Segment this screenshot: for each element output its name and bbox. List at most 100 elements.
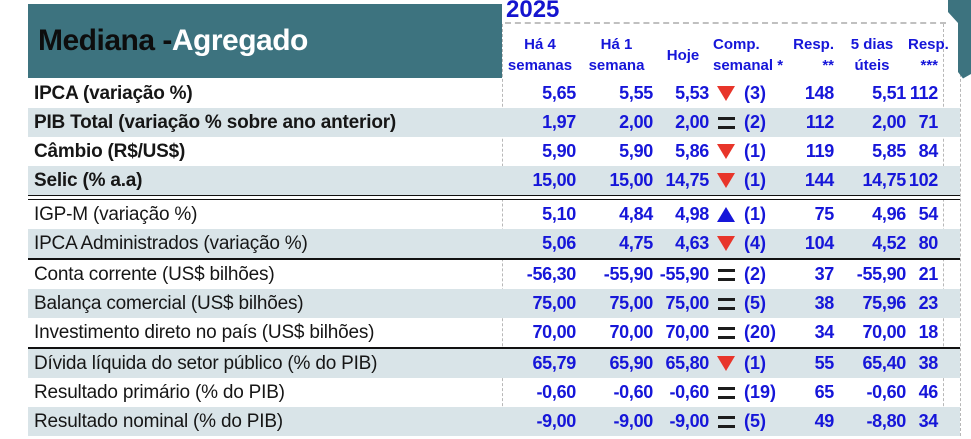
cell-weekly-comparison: (5) <box>744 293 766 313</box>
cell-respondents-5d: 34 <box>918 411 939 431</box>
cell-respondents: 65 <box>814 382 835 402</box>
cell-5-business-days: 5,85 <box>872 141 906 161</box>
cell-1-week: -0,60 <box>613 382 653 402</box>
cell-respondents: 55 <box>814 353 835 373</box>
cell-4-weeks: 70,00 <box>532 322 576 342</box>
trend-down-icon <box>717 144 735 159</box>
cell-respondents: 148 <box>804 83 834 103</box>
cell-today: -9,00 <box>669 411 709 431</box>
cell-respondents-5d: 38 <box>918 353 939 373</box>
cell-4-weeks: -0,60 <box>536 382 576 402</box>
table-row: IPCA Administrados (variação %) 5,06 4,7… <box>28 229 960 258</box>
cell-respondents: 104 <box>804 233 834 253</box>
cell-5-business-days: 70,00 <box>862 322 906 342</box>
cell-4-weeks: -56,30 <box>526 264 577 284</box>
cell-5-business-days: -8,80 <box>866 411 906 431</box>
row-label: Balança comercial (US$ bilhões) <box>34 292 304 314</box>
table-row: Câmbio (R$/US$) 5,90 5,90 5,86 (1) 119 5… <box>28 137 960 166</box>
cell-1-week: 75,00 <box>609 293 653 313</box>
cell-respondents-5d: 84 <box>918 141 939 161</box>
cell-today: 70,00 <box>665 322 709 342</box>
cell-weekly-comparison: (1) <box>744 170 766 190</box>
cell-1-week: 65,90 <box>609 353 653 373</box>
cell-4-weeks: 5,10 <box>542 204 576 224</box>
col-header-4-weeks-ago: Há 4 semanas <box>507 35 573 75</box>
table-row: Balança comercial (US$ bilhões) 75,00 75… <box>28 289 960 318</box>
cell-respondents: 34 <box>814 322 835 342</box>
cell-5-business-days: 2,00 <box>872 112 906 132</box>
cell-1-week: 5,55 <box>619 83 653 103</box>
cell-weekly-comparison: (20) <box>744 322 777 342</box>
table-row: Investimento direto no país (US$ bilhões… <box>28 318 960 347</box>
cell-respondents-5d: 18 <box>918 322 939 342</box>
table-body: IPCA (variação %) 5,65 5,55 5,53 (3) 148… <box>28 79 960 436</box>
title-band: Mediana - Agregado <box>28 4 502 78</box>
trend-down-icon <box>717 86 735 101</box>
cell-today: 75,00 <box>665 293 709 313</box>
cell-5-business-days: -0,60 <box>866 382 906 402</box>
row-label: Resultado nominal (% do PIB) <box>34 410 283 432</box>
cell-today: -55,90 <box>659 264 710 284</box>
cell-weekly-comparison: (5) <box>744 411 766 431</box>
cell-weekly-comparison: (1) <box>744 204 766 224</box>
cell-respondents-5d: 112 <box>909 83 938 103</box>
year-label: 2025 <box>506 0 560 23</box>
year-underline-dashed <box>505 22 946 24</box>
cell-1-week: -55,90 <box>603 264 654 284</box>
table-row: Resultado primário (% do PIB) -0,60 -0,6… <box>28 378 960 407</box>
row-label: Conta corrente (US$ bilhões) <box>34 263 275 285</box>
cell-1-week: 4,75 <box>619 233 653 253</box>
cell-today: -0,60 <box>669 382 709 402</box>
cell-4-weeks: 1,97 <box>542 112 576 132</box>
cell-respondents-5d: 80 <box>918 233 939 253</box>
cell-weekly-comparison: (2) <box>744 264 766 284</box>
trend-down-icon <box>717 173 735 188</box>
row-label: Câmbio (R$/US$) <box>34 140 186 162</box>
cell-respondents-5d: 46 <box>918 382 939 402</box>
cell-5-business-days: 65,40 <box>862 353 906 373</box>
cell-weekly-comparison: (4) <box>744 233 766 253</box>
col-header-1-week-ago: Há 1 semana <box>588 35 645 75</box>
divider-next-year <box>960 24 961 436</box>
cell-respondents: 112 <box>805 112 834 132</box>
cell-respondents: 38 <box>814 293 835 313</box>
cell-respondents-5d: 71 <box>918 112 939 132</box>
cell-respondents-5d: 54 <box>918 204 939 224</box>
cell-1-week: 70,00 <box>609 322 653 342</box>
col-header-5-business-days: 5 dias úteis <box>850 35 894 75</box>
cell-weekly-comparison: (19) <box>744 382 777 402</box>
cell-weekly-comparison: (3) <box>744 83 766 103</box>
separator-line <box>28 195 960 200</box>
cell-4-weeks: 5,06 <box>542 233 576 253</box>
table-row: Dívida líquida do setor público (% do PI… <box>28 349 960 378</box>
table-row: IGP-M (variação %) 5,10 4,84 4,98 (1) 75… <box>28 200 960 229</box>
trend-up-icon <box>717 207 735 222</box>
row-label: Selic (% a.a) <box>34 169 143 191</box>
cell-respondents-5d: 21 <box>918 264 939 284</box>
next-year-ribbon <box>948 0 971 79</box>
cell-weekly-comparison: (1) <box>744 353 766 373</box>
cell-respondents: 75 <box>814 204 835 224</box>
table-row: PIB Total (variação % sobre ano anterior… <box>28 108 960 137</box>
separator-line <box>28 347 960 349</box>
equal-icon <box>717 297 735 310</box>
equal-icon <box>717 415 735 428</box>
col-header-weekly-comparison: Comp. semanal * <box>713 35 784 75</box>
cell-weekly-comparison: (1) <box>744 141 766 161</box>
cell-5-business-days: -55,90 <box>856 264 907 284</box>
row-label: Resultado primário (% do PIB) <box>34 381 285 403</box>
cell-4-weeks: 65,79 <box>532 353 576 373</box>
cell-respondents-5d: 23 <box>918 293 939 313</box>
equal-icon <box>717 326 735 339</box>
cell-today: 5,86 <box>675 141 709 161</box>
col-header-today: Hoje <box>666 47 700 65</box>
table-row: Conta corrente (US$ bilhões) -56,30 -55,… <box>28 260 960 289</box>
trend-down-icon <box>717 356 735 371</box>
cell-today: 14,75 <box>665 170 709 190</box>
row-label: IGP-M (variação %) <box>34 203 198 225</box>
table-row: Resultado nominal (% do PIB) -9,00 -9,00… <box>28 407 960 436</box>
cell-5-business-days: 4,52 <box>872 233 906 253</box>
equal-icon <box>717 116 735 129</box>
cell-today: 4,98 <box>675 204 709 224</box>
table-row: Selic (% a.a) 15,00 15,00 14,75 (1) 144 … <box>28 166 960 195</box>
